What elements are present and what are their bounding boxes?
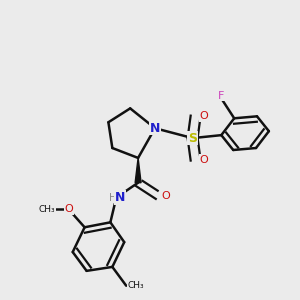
Text: CH₃: CH₃: [39, 205, 55, 214]
Text: N: N: [150, 122, 160, 135]
Text: H: H: [109, 193, 116, 202]
Text: CH₃: CH₃: [128, 281, 144, 290]
Text: O: O: [161, 190, 170, 201]
Text: O: O: [199, 155, 208, 165]
Text: F: F: [218, 91, 224, 100]
Polygon shape: [135, 158, 141, 183]
Text: O: O: [199, 111, 208, 121]
Text: S: S: [188, 132, 197, 145]
Text: N: N: [115, 191, 125, 204]
Text: O: O: [64, 204, 73, 214]
